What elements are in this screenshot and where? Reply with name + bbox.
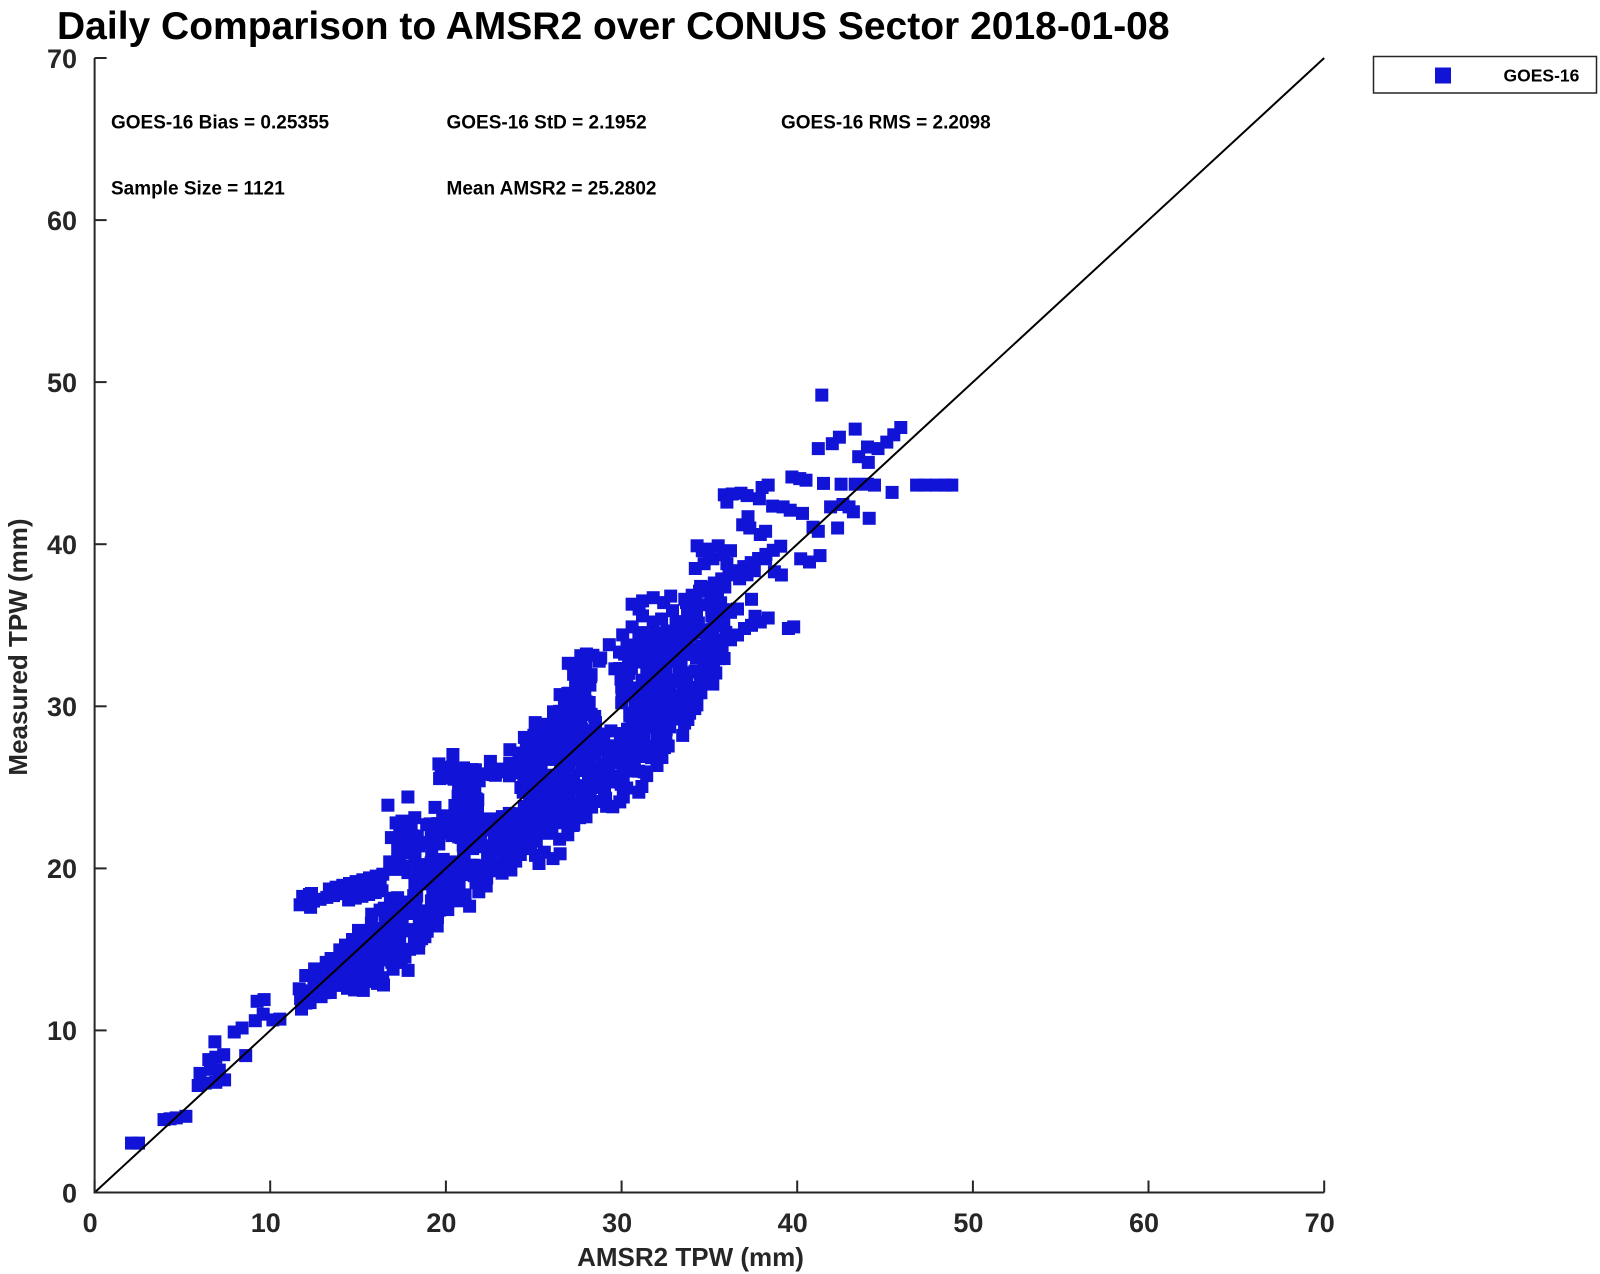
- svg-text:50: 50: [953, 1208, 983, 1238]
- svg-text:AMSR2 TPW (mm): AMSR2 TPW (mm): [577, 1242, 804, 1272]
- svg-text:40: 40: [47, 530, 77, 560]
- svg-text:60: 60: [1129, 1208, 1159, 1238]
- svg-text:10: 10: [251, 1208, 281, 1238]
- svg-text:10: 10: [47, 1016, 77, 1046]
- svg-text:30: 30: [602, 1208, 632, 1238]
- svg-text:Measured TPW (mm): Measured TPW (mm): [3, 518, 33, 775]
- svg-text:30: 30: [47, 692, 77, 722]
- svg-text:Mean AMSR2 = 25.2802: Mean AMSR2 = 25.2802: [447, 179, 657, 200]
- svg-text:50: 50: [47, 368, 77, 398]
- svg-text:40: 40: [778, 1208, 808, 1238]
- svg-text:20: 20: [47, 854, 77, 884]
- svg-text:GOES-16 Bias = 0.25355: GOES-16 Bias = 0.25355: [111, 113, 330, 134]
- svg-text:60: 60: [47, 206, 77, 236]
- svg-text:70: 70: [47, 44, 77, 74]
- svg-text:70: 70: [1305, 1208, 1335, 1238]
- svg-text:0: 0: [62, 1178, 77, 1208]
- svg-text:GOES-16 RMS = 2.2098: GOES-16 RMS = 2.2098: [781, 113, 991, 134]
- svg-text:GOES-16: GOES-16: [1504, 66, 1580, 86]
- svg-text:0: 0: [83, 1208, 98, 1238]
- svg-text:Sample Size = 1121: Sample Size = 1121: [111, 179, 285, 200]
- svg-text:GOES-16 StD = 2.1952: GOES-16 StD = 2.1952: [447, 113, 647, 134]
- svg-text:20: 20: [426, 1208, 456, 1238]
- svg-text:Daily Comparison to AMSR2 over: Daily Comparison to AMSR2 over CONUS Sec…: [57, 5, 1170, 48]
